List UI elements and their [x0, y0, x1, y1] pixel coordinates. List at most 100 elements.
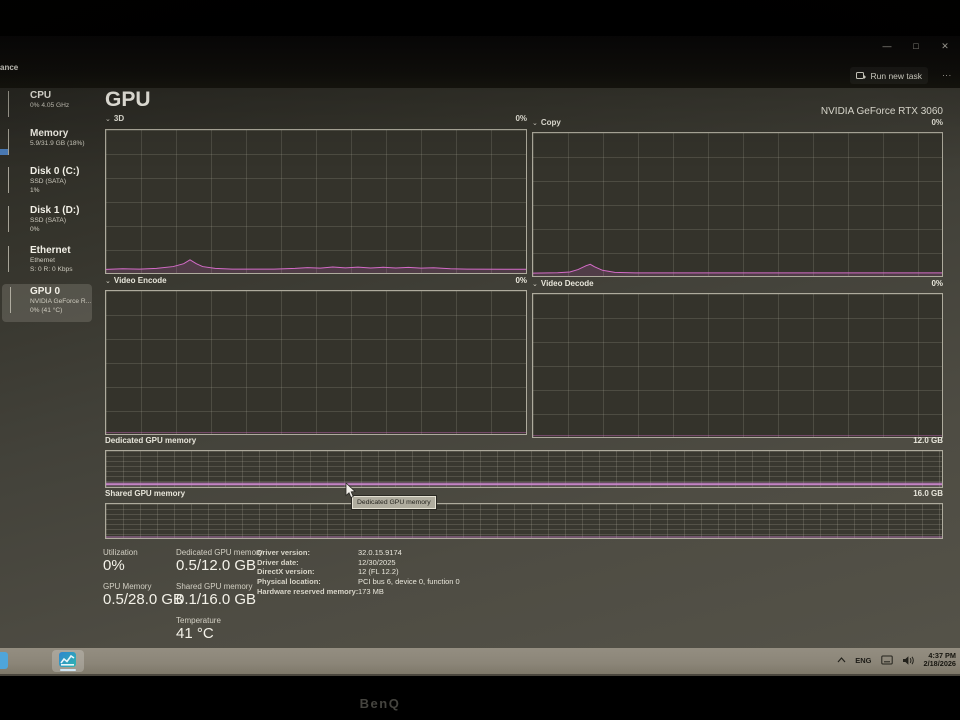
sidebar-item-disk1[interactable]: Disk 1 (D:) SSD (SATA) 0%	[0, 203, 94, 234]
chart-value-video-encode: 0%	[515, 276, 527, 285]
sidebar-item-label: Ethernet	[30, 245, 71, 256]
sidebar-item-label: Disk 1 (D:)	[30, 205, 80, 216]
chart-video-encode	[105, 290, 527, 435]
chart-video-decode-line	[533, 294, 942, 437]
chevron-down-icon: ⌄	[532, 120, 538, 127]
sidebar-item-detail: 5.9/31.9 GB (18%)	[30, 140, 85, 147]
chart-value-copy: 0%	[931, 118, 943, 127]
chart-video-encode-line	[106, 291, 526, 434]
gpu-memory-label: GPU Memory	[103, 582, 152, 591]
sidebar-item-memory[interactable]: Memory 5.9/31.9 GB (18%)	[0, 126, 94, 155]
chart-3d-line	[106, 130, 526, 273]
running-app-indicator	[60, 669, 76, 671]
monitor-brand-logo: BenQ	[359, 696, 401, 711]
chart-label-copy: Copy	[540, 118, 561, 127]
chart-header-shared-memory: Shared GPU memory 16.0 GB	[105, 489, 943, 498]
run-new-task-label: Run new task	[870, 70, 923, 81]
run-new-task-icon	[855, 71, 866, 81]
system-tray: ENG 4:37 PM 2/18/2026	[837, 648, 956, 672]
taskbar: ENG 4:37 PM 2/18/2026	[0, 648, 960, 676]
dedicated-memory-label: Dedicated GPU memory	[176, 548, 263, 557]
tray-chevron-up-icon[interactable]	[837, 657, 846, 663]
chart-dedicated-memory[interactable]	[105, 450, 943, 488]
page-title: GPU	[105, 88, 151, 111]
gpu-mini-graph-icon	[2, 287, 11, 313]
mouse-cursor-icon	[345, 483, 356, 499]
sidebar-item-ethernet[interactable]: Ethernet Ethernet S: 0 R: 0 Kbps	[0, 243, 94, 274]
chart-label-video-encode: Video Encode	[113, 276, 167, 285]
taskbar-task-manager-button[interactable]	[52, 650, 84, 672]
cpu-mini-graph-icon	[0, 91, 9, 117]
start-button[interactable]	[0, 652, 8, 669]
language-indicator[interactable]: ENG	[855, 655, 872, 665]
sidebar-item-detail: NVIDIA GeForce R...	[30, 298, 92, 305]
more-options-button[interactable]: ...	[942, 69, 952, 78]
chart-value-video-decode: 0%	[931, 279, 943, 288]
chart-video-decode	[532, 293, 943, 438]
sidebar-item-detail: SSD (SATA)	[30, 217, 67, 224]
sidebar-item-detail: Ethernet	[30, 257, 55, 264]
close-button[interactable]: ✕	[941, 41, 949, 51]
driver-version-value: 32.0.15.9174	[358, 548, 402, 557]
touch-keyboard-icon[interactable]	[880, 655, 893, 665]
sidebar-item-disk0[interactable]: Disk 0 (C:) SSD (SATA) 1%	[0, 164, 94, 195]
sidebar-item-detail: SSD (SATA)	[30, 178, 67, 185]
window-titlebar: — □ ✕ ance Run new task ...	[0, 36, 960, 88]
memory-mini-graph-icon	[0, 129, 9, 155]
chart-max-shared-memory: 16.0 GB	[913, 489, 943, 498]
sidebar-item-detail: S: 0 R: 0 Kbps	[30, 265, 73, 273]
sidebar-item-detail: 0%	[30, 225, 40, 233]
directx-version-value: 12 (FL 12.2)	[358, 567, 399, 576]
run-new-task-button[interactable]: Run new task	[849, 67, 928, 84]
maximize-button[interactable]: □	[913, 41, 919, 51]
sidebar-item-detail: 1%	[30, 186, 40, 194]
chart-header-copy[interactable]: ⌄ Copy 0%	[532, 118, 943, 127]
hardware-reserved-memory-value: 173 MB	[358, 587, 384, 596]
clock-time: 4:37 PM	[928, 650, 956, 660]
chevron-down-icon: ⌄	[105, 116, 111, 123]
window-controls: — □ ✕	[878, 38, 954, 54]
clock-date: 2/18/2026	[923, 659, 956, 668]
window-title-partial: ance	[0, 63, 19, 72]
minimize-button[interactable]: —	[882, 41, 892, 51]
disk0-mini-graph-icon	[0, 167, 9, 193]
disk1-mini-graph-icon	[0, 206, 9, 232]
chart-shared-memory-line	[106, 504, 942, 538]
physical-location-value: PCI bus 6, device 0, function 0	[358, 577, 460, 586]
sidebar-item-label: GPU 0	[30, 286, 61, 297]
task-manager-window: — □ ✕ ance Run new task ... CPU 0% 4.05 …	[0, 36, 960, 676]
chart-dedicated-memory-line	[106, 451, 942, 487]
shared-memory-label: Shared GPU memory	[176, 582, 253, 591]
sidebar-item-label: Disk 0 (C:)	[30, 166, 80, 177]
hardware-reserved-memory-label: Hardware reserved memory:	[257, 587, 359, 596]
chart-shared-memory	[105, 503, 943, 539]
chart-value-3d: 0%	[515, 114, 527, 123]
sidebar-item-label: Memory	[30, 128, 69, 139]
sidebar-item-cpu[interactable]: CPU 0% 4.05 GHz	[0, 88, 94, 117]
chart-header-3d[interactable]: ⌄ 3D 0%	[105, 114, 527, 123]
chart-label-dedicated-memory: Dedicated GPU memory	[105, 436, 197, 445]
task-manager-icon	[59, 652, 76, 667]
sidebar-item-detail: 0% (41 °C)	[30, 306, 63, 314]
performance-sidebar: CPU 0% 4.05 GHz Memory 5.9/31.9 GB (18%)…	[0, 88, 96, 648]
chart-label-3d: 3D	[113, 114, 125, 123]
chart-copy	[532, 132, 943, 277]
sidebar-item-gpu0[interactable]: GPU 0 NVIDIA GeForce R... 0% (41 °C)	[2, 284, 92, 322]
speaker-icon[interactable]	[902, 655, 915, 666]
chart-header-video-decode[interactable]: ⌄ Video Decode 0%	[532, 279, 943, 288]
chart-label-shared-memory: Shared GPU memory	[105, 489, 186, 498]
chart-header-video-encode[interactable]: ⌄ Video Encode 0%	[105, 276, 527, 285]
chart-label-video-decode: Video Decode	[540, 279, 594, 288]
driver-version-label: Driver version:	[257, 548, 310, 557]
taskbar-clock[interactable]: 4:37 PM 2/18/2026	[923, 650, 956, 669]
chart-copy-line	[533, 133, 942, 276]
gpu-device-name: NVIDIA GeForce RTX 3060	[820, 106, 943, 117]
driver-date-value: 12/30/2025	[358, 558, 396, 567]
temperature-label: Temperature	[176, 616, 221, 625]
sidebar-item-detail: 0% 4.05 GHz	[30, 102, 70, 109]
chart-header-dedicated-memory: Dedicated GPU memory 12.0 GB	[105, 436, 943, 445]
temperature-value: 41 °C	[176, 625, 214, 642]
directx-version-label: DirectX version:	[257, 567, 315, 576]
chevron-down-icon: ⌄	[105, 278, 111, 285]
chevron-down-icon: ⌄	[532, 281, 538, 288]
